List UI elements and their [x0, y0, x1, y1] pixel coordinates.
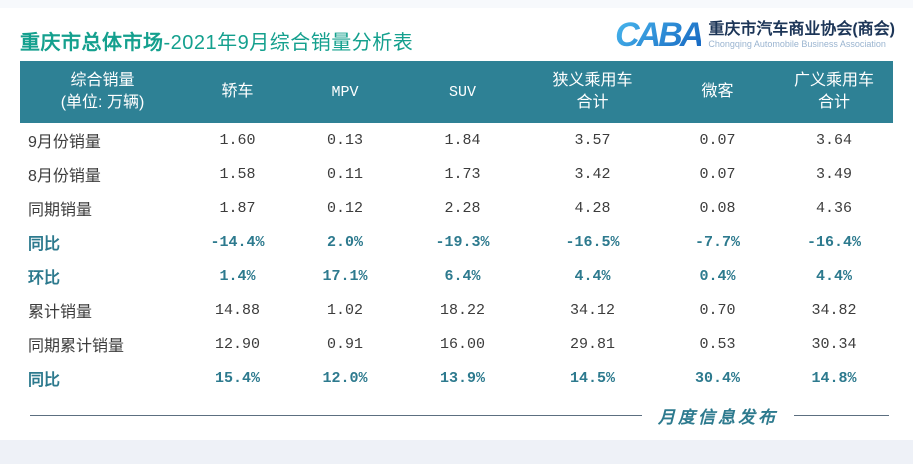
- sales-table: 综合销量 (单位: 万辆) 轿车 MPV SUV 狭义乘用车 合计 微客 广义乘用车 合计 …: [20, 61, 893, 395]
- association-logo: CABA 重庆市汽车商业协会(商会) Chongqing Automobile …: [615, 18, 895, 52]
- table-row: 同期累计销量 12.90 0.91 16.00 29.81 0.53 30.34: [20, 327, 893, 361]
- value-cell: 0.53: [699, 335, 736, 353]
- table-row: 同比 15.4% 12.0% 13.9% 14.5% 30.4% 14.8%: [20, 361, 893, 395]
- value-cell: -16.5%: [565, 233, 620, 251]
- value-cell: 0.70: [699, 301, 736, 319]
- table-row: 同期销量 1.87 0.12 2.28 4.28 0.08 4.36: [20, 191, 893, 225]
- logo-text: 重庆市汽车商业协会(商会) Chongqing Automobile Busin…: [708, 21, 895, 50]
- row-label: 同期销量: [28, 202, 93, 219]
- value-cell: 12.0%: [322, 369, 368, 387]
- value-cell: 34.12: [569, 301, 615, 319]
- page-title-subtitle: -2021年9月综合销量分析表: [163, 32, 414, 54]
- value-cell: 15.4%: [214, 369, 260, 387]
- value-cell: 13.9%: [439, 369, 485, 387]
- value-cell: 1.02: [326, 301, 363, 319]
- page-header: 重庆市总体市场-2021年9月综合销量分析表 CABA 重庆市汽车商业协会(商会…: [0, 8, 913, 59]
- column-header: 轿车: [221, 82, 254, 100]
- column-header: MPV: [331, 83, 359, 101]
- page-footer: 月度信息发布: [30, 403, 889, 428]
- page-title: 重庆市总体市场-2021年9月综合销量分析表: [20, 26, 413, 55]
- page-title-market: 重庆市总体市场: [20, 32, 164, 54]
- association-name: 重庆市汽车商业协会(商会): [708, 20, 895, 38]
- table-row: 9月份销量 1.60 0.13 1.84 3.57 0.07 3.64: [20, 123, 893, 157]
- value-cell: -19.3%: [435, 233, 490, 251]
- value-cell: 0.13: [326, 131, 363, 149]
- sales-table-body: 9月份销量 1.60 0.13 1.84 3.57 0.07 3.64 8月份销量 1.58 0.…: [20, 123, 893, 395]
- value-cell: 30.34: [811, 335, 857, 353]
- row-label: 同比: [28, 372, 61, 389]
- value-cell: 30.4%: [694, 369, 740, 387]
- value-cell: 0.08: [699, 199, 736, 217]
- table-row: 同比 -14.4% 2.0% -19.3% -16.5% -7.7% -16.4%: [20, 225, 893, 259]
- top-strip: [0, 0, 913, 8]
- value-cell: 1.4%: [219, 267, 256, 285]
- value-cell: -14.4%: [210, 233, 265, 251]
- column-header: SUV: [448, 83, 476, 101]
- value-cell: 29.81: [569, 335, 615, 353]
- caba-logo-icon: CABA: [615, 16, 704, 54]
- value-cell: 17.1%: [322, 267, 368, 285]
- row-label: 环比: [28, 270, 61, 287]
- value-cell: 1.87: [219, 199, 256, 217]
- value-cell: 3.49: [815, 165, 852, 183]
- row-label: 8月份销量: [28, 168, 101, 185]
- footer-rule-left: [30, 415, 642, 416]
- table-row: 累计销量 14.88 1.02 18.22 34.12 0.70 34.82: [20, 293, 893, 327]
- column-header: 微客: [701, 82, 734, 100]
- value-cell: 1.84: [444, 131, 481, 149]
- association-name-english: Chongqing Automobile Business Associatio…: [708, 39, 886, 50]
- table-row: 环比 1.4% 17.1% 6.4% 4.4% 0.4% 4.4%: [20, 259, 893, 293]
- value-cell: 0.4%: [699, 267, 736, 285]
- row-label: 同期累计销量: [28, 338, 125, 355]
- value-cell: 18.22: [439, 301, 485, 319]
- value-cell: 0.11: [326, 165, 363, 183]
- value-cell: -7.7%: [694, 233, 740, 251]
- sales-table-header: 综合销量 (单位: 万辆) 轿车 MPV SUV 狭义乘用车 合计 微客 广义乘用车 合计: [20, 61, 893, 123]
- bottom-strip: [0, 440, 913, 464]
- value-cell: 1.58: [219, 165, 256, 183]
- value-cell: 1.60: [219, 131, 256, 149]
- value-cell: 14.88: [214, 301, 260, 319]
- value-cell: 3.64: [815, 131, 852, 149]
- value-cell: 16.00: [439, 335, 485, 353]
- value-cell: 4.4%: [815, 267, 852, 285]
- value-cell: 0.91: [326, 335, 363, 353]
- value-cell: 2.0%: [326, 233, 363, 251]
- value-cell: 0.07: [699, 165, 736, 183]
- value-cell: 0.12: [326, 199, 363, 217]
- value-cell: 34.82: [811, 301, 857, 319]
- value-cell: 12.90: [214, 335, 260, 353]
- value-cell: 1.73: [444, 165, 481, 183]
- row-label: 9月份销量: [28, 134, 101, 151]
- footer-label: 月度信息发布: [658, 408, 778, 428]
- column-header: 狭义乘用车 合计: [552, 71, 633, 111]
- value-cell: 3.42: [574, 165, 611, 183]
- table-row: 8月份销量 1.58 0.11 1.73 3.42 0.07 3.49: [20, 157, 893, 191]
- value-cell: 4.28: [574, 199, 611, 217]
- value-cell: 14.8%: [811, 369, 857, 387]
- value-cell: 0.07: [699, 131, 736, 149]
- value-cell: 14.5%: [569, 369, 615, 387]
- value-cell: 4.36: [815, 199, 852, 217]
- value-cell: 4.4%: [574, 267, 611, 285]
- value-cell: 6.4%: [444, 267, 481, 285]
- row-label: 同比: [28, 236, 61, 253]
- value-cell: -16.4%: [806, 233, 861, 251]
- column-header: 广义乘用车 合计: [793, 71, 874, 111]
- column-header: 综合销量 (单位: 万辆): [60, 71, 145, 111]
- value-cell: 3.57: [574, 131, 611, 149]
- row-label: 累计销量: [28, 304, 93, 321]
- footer-rule-right: [794, 415, 889, 416]
- value-cell: 2.28: [444, 199, 481, 217]
